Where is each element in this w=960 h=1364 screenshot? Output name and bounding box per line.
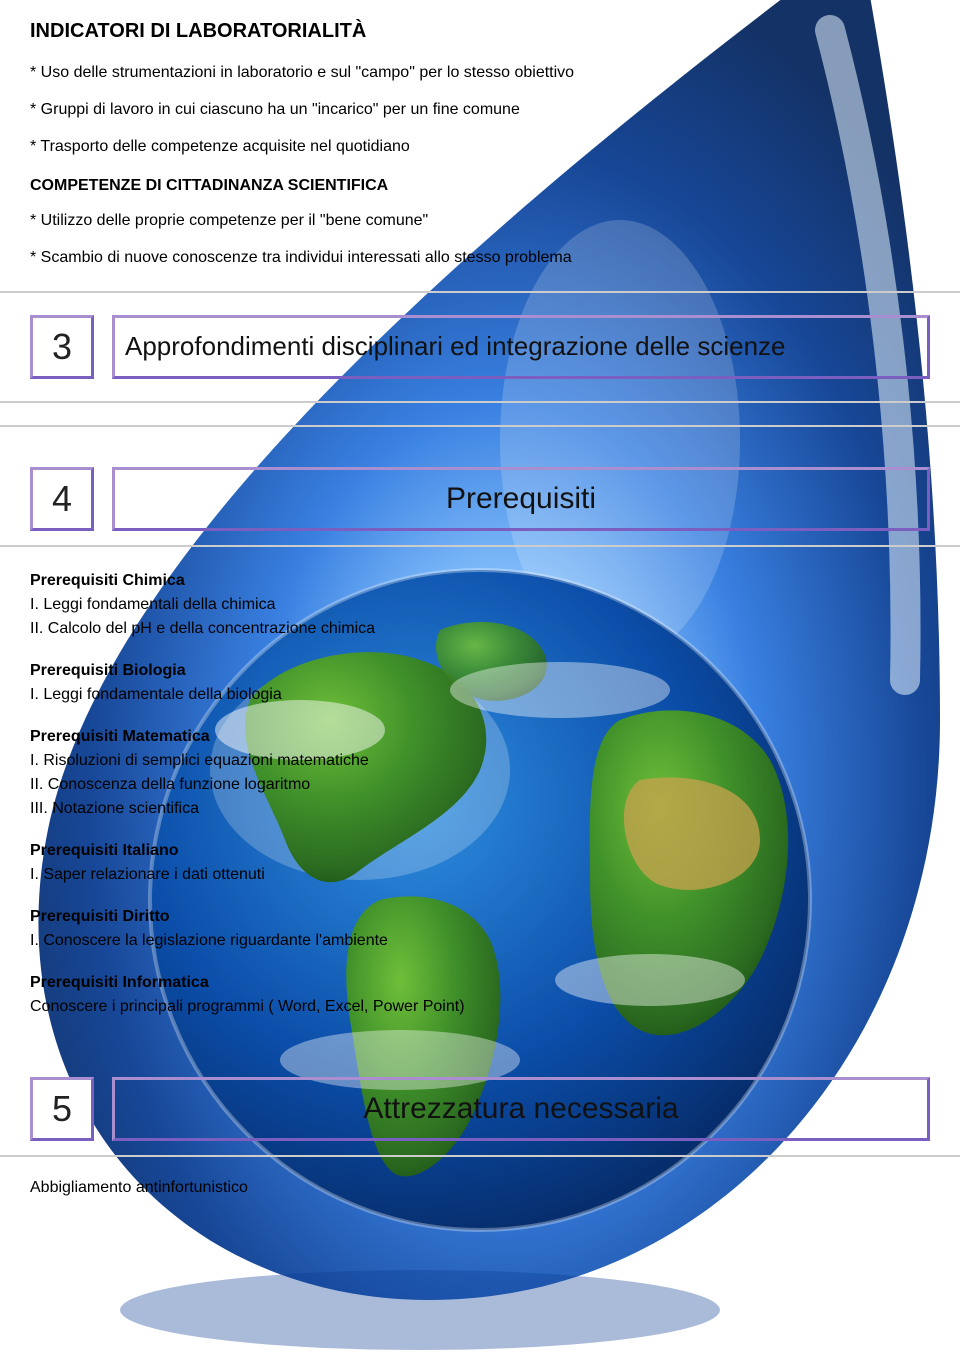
section-3-number: 3 xyxy=(30,315,94,379)
section-3-row: 3 Approfondimenti disciplinari ed integr… xyxy=(30,315,930,379)
prereq-italiano: Prerequisiti Italiano I. Saper relaziona… xyxy=(30,839,930,887)
prereq-biologia: Prerequisiti Biologia I. Leggi fondament… xyxy=(30,659,930,707)
section-5-title: Attrezzatura necessaria xyxy=(112,1077,930,1141)
prereq-chimica: Prerequisiti Chimica I. Leggi fondamenta… xyxy=(30,569,930,641)
prereq-informatica: Prerequisiti Informatica Conoscere i pri… xyxy=(30,971,930,1019)
section-5-row: 5 Attrezzatura necessaria xyxy=(30,1077,930,1141)
prereq-chimica-heading: Prerequisiti Chimica xyxy=(30,569,930,593)
section-5-number: 5 xyxy=(30,1077,94,1141)
section-3-title: Approfondimenti disciplinari ed integraz… xyxy=(112,315,930,379)
prereq-biologia-heading: Prerequisiti Biologia xyxy=(30,659,930,683)
competenza-2: * Scambio di nuove conoscenze tra indivi… xyxy=(30,246,930,269)
prereq-diritto-item-1: I. Conoscere la legislazione riguardante… xyxy=(30,929,930,953)
prereq-biologia-item-1: I. Leggi fondamentale della biologia xyxy=(30,683,930,707)
prereq-chimica-item-2: II. Calcolo del pH e della concentrazion… xyxy=(30,617,930,641)
prereq-chimica-item-1: I. Leggi fondamentali della chimica xyxy=(30,593,930,617)
prereq-matematica-item-3: III. Notazione scientifica xyxy=(30,797,930,821)
prereq-matematica-item-2: II. Conoscenza della funzione logaritmo xyxy=(30,773,930,797)
divider xyxy=(0,425,960,427)
prereq-italiano-heading: Prerequisiti Italiano xyxy=(30,839,930,863)
prereq-diritto: Prerequisiti Diritto I. Conoscere la leg… xyxy=(30,905,930,953)
prereq-italiano-item-1: I. Saper relazionare i dati ottenuti xyxy=(30,863,930,887)
footer-line: Abbigliamento antinfortunistico xyxy=(30,1179,930,1197)
prereq-informatica-item-1: Conoscere i principali programmi ( Word,… xyxy=(30,995,930,1019)
sub-heading-competenze: COMPETENZE DI CITTADINANZA SCIENTIFICA xyxy=(30,177,930,195)
prereq-matematica-heading: Prerequisiti Matematica xyxy=(30,725,930,749)
section-4-row: 4 Prerequisiti xyxy=(30,467,930,531)
section-4-number: 4 xyxy=(30,467,94,531)
section-4-title: Prerequisiti xyxy=(112,467,930,531)
prereq-diritto-heading: Prerequisiti Diritto xyxy=(30,905,930,929)
prereq-matematica: Prerequisiti Matematica I. Risoluzioni d… xyxy=(30,725,930,821)
divider xyxy=(0,1155,960,1157)
prereq-informatica-heading: Prerequisiti Informatica xyxy=(30,971,930,995)
lab-indicator-1: * Uso delle strumentazioni in laboratori… xyxy=(30,61,930,84)
divider xyxy=(0,545,960,547)
lab-indicator-3: * Trasporto delle competenze acquisite n… xyxy=(30,135,930,158)
divider xyxy=(0,291,960,293)
divider xyxy=(0,401,960,403)
page-title: INDICATORI DI LABORATORIALITÀ xyxy=(30,20,930,43)
lab-indicator-2: * Gruppi di lavoro in cui ciascuno ha un… xyxy=(30,98,930,121)
competenza-1: * Utilizzo delle proprie competenze per … xyxy=(30,209,930,232)
prereq-matematica-item-1: I. Risoluzioni di semplici equazioni mat… xyxy=(30,749,930,773)
